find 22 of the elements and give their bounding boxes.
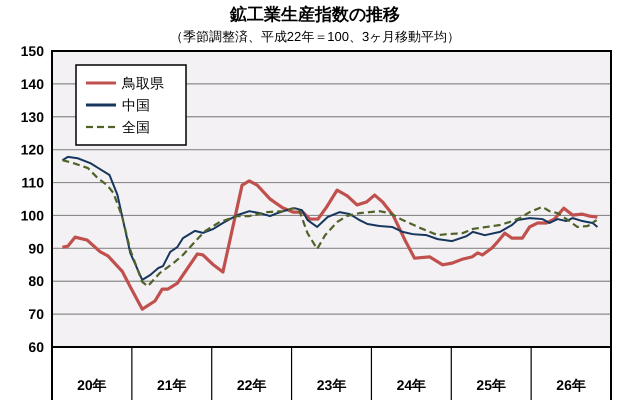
ytick: 100 [20, 207, 44, 224]
xtick: 23年 [316, 377, 346, 393]
xtick: 26年 [556, 377, 586, 393]
ytick: 150 [20, 43, 44, 59]
subtitle: （季節調整済、平成22年＝100、3ヶ月移動平均） [170, 29, 460, 44]
ytick: 90 [28, 240, 44, 256]
title: 鉱工業生産指数の推移 [230, 5, 400, 24]
ytick: 80 [28, 273, 44, 290]
xtick: 24年 [396, 377, 426, 393]
ytick: 70 [28, 306, 44, 322]
ytick: 140 [20, 76, 44, 92]
ytick: 130 [20, 108, 44, 125]
xtick: 20年 [77, 377, 107, 393]
ytick: 120 [20, 142, 44, 158]
legend-label: 中国 [122, 97, 150, 113]
legend-label: 全国 [122, 119, 150, 135]
ytick: 60 [28, 339, 44, 355]
ytick: 110 [21, 174, 44, 191]
legend-label: 鳥取県 [122, 75, 164, 91]
xtick: 21年 [157, 377, 187, 393]
xtick: 25年 [476, 377, 506, 393]
xtick: 22年 [236, 377, 266, 393]
